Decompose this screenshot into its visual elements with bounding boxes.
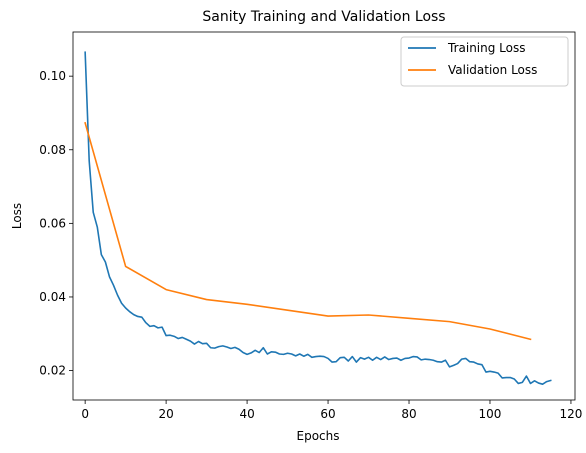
series-line-training-loss: [84, 51, 552, 385]
y-tick-label: 0.06: [39, 216, 66, 230]
x-tick-label: 0: [81, 407, 89, 421]
x-tick-label: 60: [320, 407, 335, 421]
x-tick-label: 120: [559, 407, 582, 421]
series-line-validation-loss: [84, 121, 532, 341]
plot-frame: [72, 31, 576, 401]
y-tick-label: 0.04: [39, 290, 66, 304]
chart-title: Sanity Training and Validation Loss: [202, 9, 445, 25]
y-tick-label: 0.02: [39, 364, 66, 378]
y-tick-label: 0.10: [39, 69, 66, 83]
x-axis-ticks: 0 20 40 60 80 100 120: [81, 400, 582, 421]
legend-box: [400, 36, 569, 87]
y-axis-ticks: 0.02 0.04 0.06 0.08 0.10: [39, 69, 73, 378]
legend: Training Loss Validation Loss: [400, 36, 569, 87]
legend-label-training-loss: Training Loss: [447, 41, 525, 55]
series-layer: [84, 51, 552, 385]
x-tick-label: 20: [158, 407, 173, 421]
y-axis-label: Loss: [10, 203, 24, 229]
y-tick-label: 0.08: [39, 143, 66, 157]
x-tick-label: 100: [479, 407, 502, 421]
x-tick-label: 40: [239, 407, 254, 421]
x-axis-label: Epochs: [297, 429, 340, 443]
x-tick-label: 80: [401, 407, 416, 421]
legend-label-validation-loss: Validation Loss: [448, 63, 537, 77]
